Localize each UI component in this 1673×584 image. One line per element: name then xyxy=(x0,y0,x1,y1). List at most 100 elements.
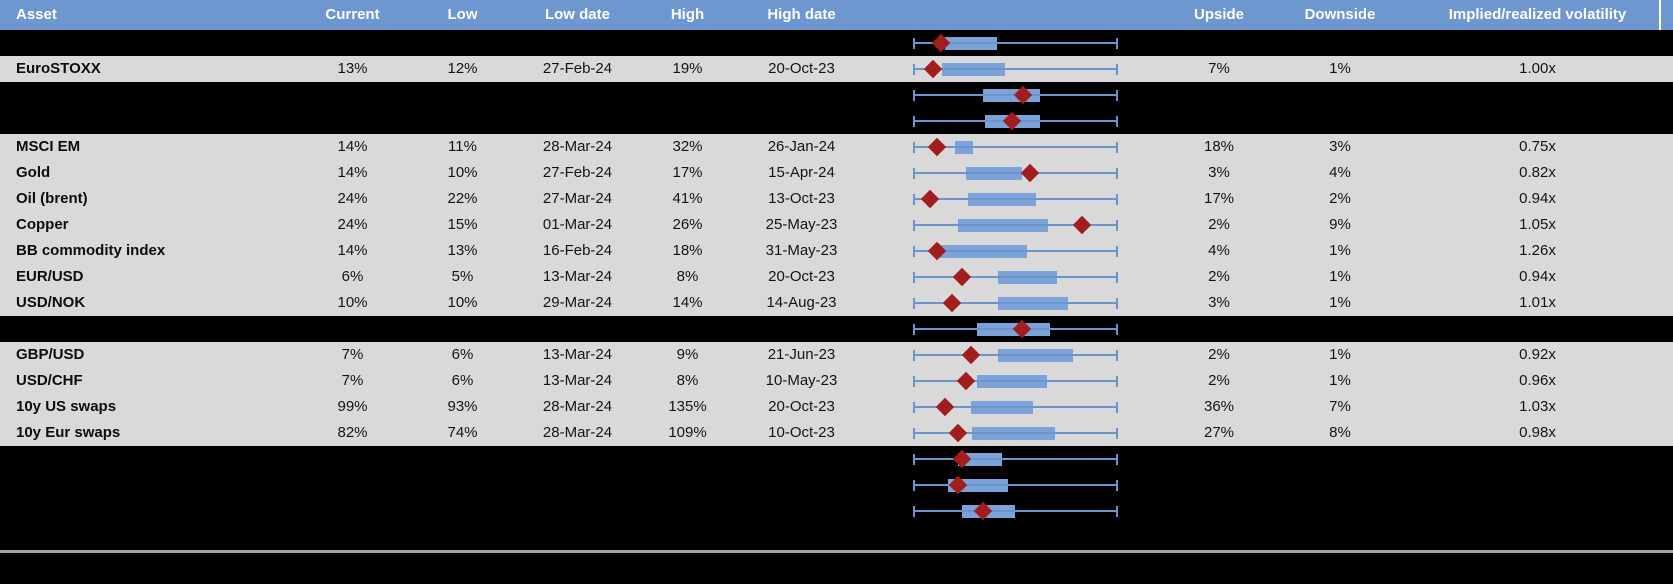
cell-high-date[interactable]: 10-Oct-23 xyxy=(768,424,835,441)
cell-current[interactable] xyxy=(305,30,400,56)
header-asset[interactable]: Asset xyxy=(16,6,57,23)
cell-low[interactable]: 6% xyxy=(451,372,474,389)
cell-upside[interactable] xyxy=(1160,498,1278,524)
cell-asset[interactable] xyxy=(0,446,305,472)
cell-asset[interactable] xyxy=(0,498,305,524)
cell-low[interactable] xyxy=(400,316,525,342)
cell-implied-realized[interactable] xyxy=(1402,108,1673,134)
cell-high[interactable] xyxy=(630,446,745,472)
cell-downside[interactable]: 2% xyxy=(1329,190,1351,207)
cell-downside[interactable] xyxy=(1278,446,1402,472)
cell-upside[interactable]: 3% xyxy=(1208,294,1230,311)
cell-low[interactable] xyxy=(400,82,525,108)
cell-low[interactable] xyxy=(400,30,525,56)
cell-implied-realized[interactable]: 0.96x xyxy=(1519,372,1556,389)
cell-low[interactable] xyxy=(400,524,525,550)
cell-low[interactable]: 6% xyxy=(451,346,474,363)
cell-low[interactable]: 11% xyxy=(448,138,477,155)
cell-current[interactable]: 14% xyxy=(337,138,368,155)
cell-implied-realized[interactable] xyxy=(1402,316,1673,342)
cell-implied-realized[interactable]: 0.98x xyxy=(1519,424,1556,441)
header-high-date[interactable]: High date xyxy=(767,6,836,23)
cell-asset[interactable] xyxy=(0,472,305,498)
cell-high[interactable] xyxy=(630,316,745,342)
cell-upside[interactable]: 2% xyxy=(1208,216,1230,233)
cell-downside[interactable] xyxy=(1278,82,1402,108)
cell-asset[interactable] xyxy=(0,82,305,108)
cell-current[interactable]: 7% xyxy=(341,372,364,389)
cell-upside[interactable]: 18% xyxy=(1203,138,1235,155)
cell-current[interactable]: 14% xyxy=(337,164,368,181)
cell-low-date[interactable] xyxy=(525,316,630,342)
cell-high[interactable]: 18% xyxy=(672,242,703,259)
cell-current[interactable]: 6% xyxy=(341,268,364,285)
cell-low-date[interactable] xyxy=(525,108,630,134)
cell-high-date[interactable]: 21-Jun-23 xyxy=(767,346,836,363)
cell-high[interactable] xyxy=(630,498,745,524)
cell-downside[interactable] xyxy=(1278,316,1402,342)
cell-low-date[interactable]: 01-Mar-24 xyxy=(542,216,613,233)
cell-high-date[interactable]: 10-May-23 xyxy=(765,372,838,389)
cell-low[interactable]: 22% xyxy=(447,190,478,207)
cell-high-date[interactable]: 20-Oct-23 xyxy=(768,60,835,77)
cell-implied-realized[interactable] xyxy=(1402,82,1673,108)
cell-low-date[interactable] xyxy=(525,498,630,524)
cell-upside[interactable] xyxy=(1160,472,1278,498)
cell-upside[interactable]: 4% xyxy=(1208,242,1230,259)
cell-upside[interactable] xyxy=(1160,316,1278,342)
cell-implied-realized[interactable]: 1.03x xyxy=(1519,398,1556,415)
cell-high-date[interactable] xyxy=(745,446,858,472)
cell-low-date[interactable]: 27-Mar-24 xyxy=(542,190,613,207)
cell-high-date[interactable]: 13-Oct-23 xyxy=(768,190,835,207)
cell-implied-realized[interactable] xyxy=(1402,30,1673,56)
cell-asset[interactable]: USD/CHF xyxy=(16,372,83,389)
cell-implied-realized[interactable]: 1.05x xyxy=(1519,216,1556,233)
cell-downside[interactable] xyxy=(1278,498,1402,524)
cell-current[interactable]: 13% xyxy=(337,60,368,77)
cell-low-date[interactable]: 13-Mar-24 xyxy=(542,346,613,363)
header-upside[interactable]: Upside xyxy=(1193,6,1244,23)
cell-low-date[interactable] xyxy=(525,82,630,108)
cell-downside[interactable]: 1% xyxy=(1329,372,1351,389)
cell-downside[interactable]: 7% xyxy=(1329,398,1351,415)
cell-high[interactable]: 14% xyxy=(672,294,703,311)
cell-high[interactable]: 17% xyxy=(672,164,703,181)
cell-high-date[interactable]: 25-May-23 xyxy=(765,216,838,233)
cell-downside[interactable]: 1% xyxy=(1329,346,1351,363)
cell-downside[interactable]: 8% xyxy=(1329,424,1351,441)
cell-high-date[interactable] xyxy=(745,316,858,342)
cell-high[interactable] xyxy=(630,108,745,134)
cell-high[interactable] xyxy=(630,30,745,56)
cell-high-date[interactable] xyxy=(745,524,858,550)
cell-low[interactable]: 74% xyxy=(447,424,478,441)
cell-implied-realized[interactable]: 1.26x xyxy=(1519,242,1556,259)
cell-downside[interactable] xyxy=(1278,472,1402,498)
cell-low-date[interactable]: 16-Feb-24 xyxy=(542,242,613,259)
cell-current[interactable]: 82% xyxy=(337,424,368,441)
cell-downside[interactable] xyxy=(1278,30,1402,56)
cell-low[interactable]: 15% xyxy=(447,216,478,233)
cell-current[interactable] xyxy=(305,446,400,472)
cell-upside[interactable]: 36% xyxy=(1203,398,1235,415)
cell-high-date[interactable]: 20-Oct-23 xyxy=(768,268,835,285)
cell-downside[interactable]: 1% xyxy=(1329,60,1351,77)
cell-asset[interactable]: Oil (brent) xyxy=(16,190,88,207)
header-current[interactable]: Current xyxy=(325,6,380,23)
cell-low[interactable]: 10% xyxy=(447,164,478,181)
header-implied-realized-volatility[interactable]: Implied/realized volatility xyxy=(1448,6,1627,23)
cell-implied-realized[interactable]: 0.92x xyxy=(1519,346,1556,363)
cell-asset[interactable]: USD/NOK xyxy=(16,294,86,311)
cell-upside[interactable] xyxy=(1160,82,1278,108)
cell-current[interactable] xyxy=(305,498,400,524)
cell-asset[interactable]: 10y US swaps xyxy=(16,398,117,415)
cell-low[interactable]: 93% xyxy=(447,398,478,415)
cell-high[interactable] xyxy=(630,82,745,108)
cell-downside[interactable] xyxy=(1278,108,1402,134)
header-downside[interactable]: Downside xyxy=(1304,6,1376,23)
cell-low-date[interactable]: 28-Mar-24 xyxy=(542,424,613,441)
header-low-date[interactable]: Low date xyxy=(544,6,610,23)
cell-low-date[interactable]: 27-Feb-24 xyxy=(542,60,613,77)
cell-low-date[interactable]: 29-Mar-24 xyxy=(542,294,613,311)
cell-high[interactable]: 26% xyxy=(672,216,703,233)
cell-low[interactable]: 13% xyxy=(447,242,478,259)
